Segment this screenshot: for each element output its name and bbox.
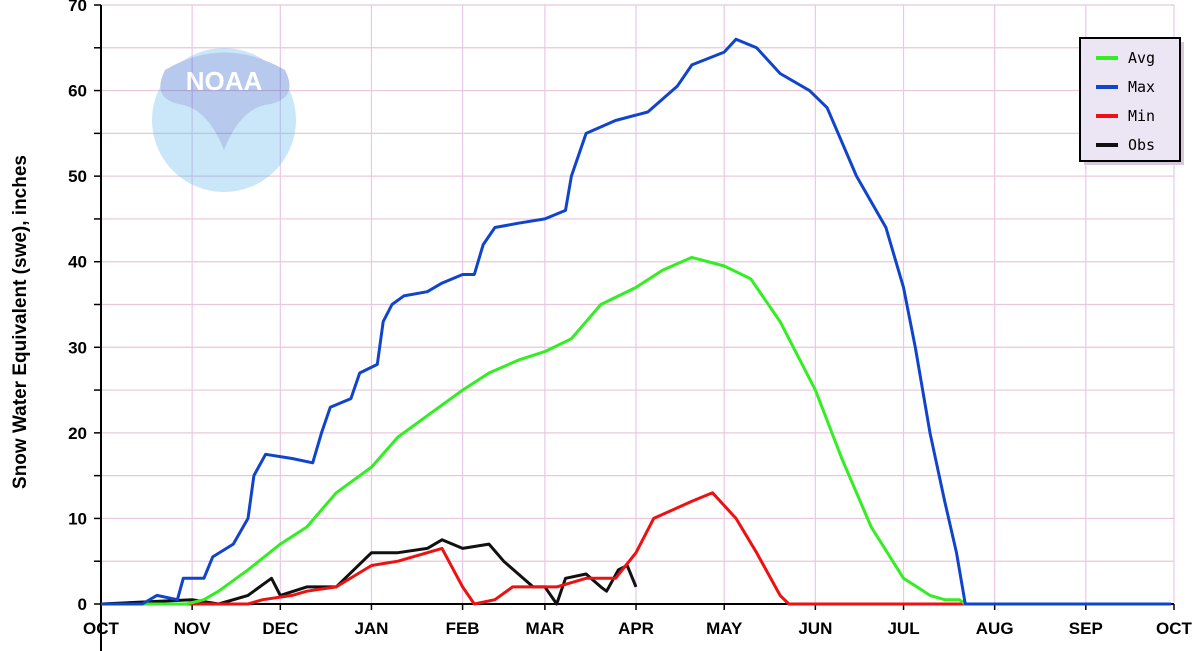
series-lines [100, 37, 1172, 606]
series-line-max [101, 37, 1172, 606]
y-tick-label: 20 [68, 424, 87, 443]
x-tick-label: MAR [526, 619, 565, 638]
x-tick-label: SEP [1069, 619, 1103, 638]
y-tick-label: 50 [68, 167, 87, 186]
legend-label-avg: Avg [1128, 49, 1155, 67]
x-tick-label: NOV [174, 619, 212, 638]
x-tick-label: JUL [887, 619, 919, 638]
legend: Avg Max Min Obs [1079, 37, 1184, 165]
x-tick-label: APR [618, 619, 654, 638]
x-tick-label: JUN [798, 619, 832, 638]
noaa-logo: NOAA [152, 48, 296, 192]
y-tick-label: 60 [68, 82, 87, 101]
x-tick-label: AUG [976, 619, 1014, 638]
legend-label-obs: Obs [1128, 136, 1155, 154]
y-tick-label: 40 [68, 253, 87, 272]
grid [101, 4, 1175, 604]
x-tick-label: DEC [262, 619, 298, 638]
y-tick-label: 10 [68, 509, 87, 528]
x-tick-label: JAN [354, 619, 388, 638]
x-tick-label: MAY [706, 619, 743, 638]
series-line-obs [100, 538, 638, 606]
x-tick-label: FEB [446, 619, 480, 638]
x-tick-label: OCT [1156, 619, 1193, 638]
y-axis-label: Snow Water Equivalent (swe), inches [10, 155, 31, 489]
series-line-min [101, 491, 1172, 606]
legend-label-min: Min [1128, 107, 1155, 125]
svg-text:NOAA: NOAA [186, 66, 263, 96]
y-tick-label: 30 [68, 338, 87, 357]
y-tick-label: 0 [78, 595, 87, 614]
legend-label-max: Max [1128, 78, 1155, 96]
series-line-avg [101, 255, 967, 606]
y-tick-label: 70 [68, 0, 87, 15]
